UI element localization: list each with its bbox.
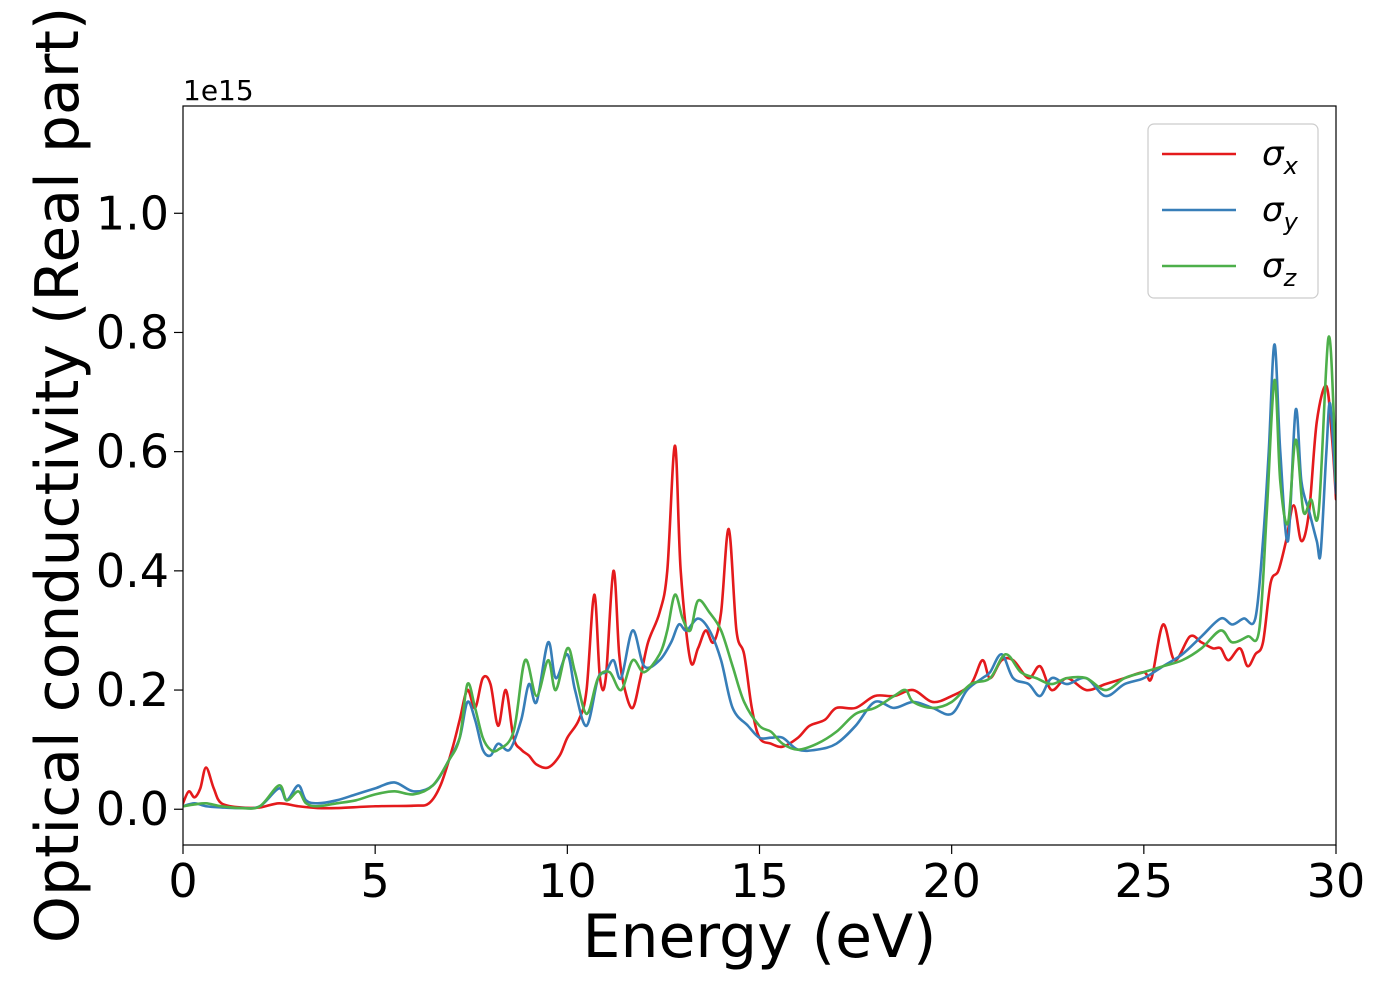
y-tick-label: 0.2 (96, 663, 169, 717)
x-tick-label: 0 (168, 854, 197, 908)
x-axis-title: Energy (eV) (583, 902, 937, 972)
series-line-x (183, 384, 1336, 810)
x-tick-label: 15 (730, 854, 789, 908)
series-line-z (183, 335, 1336, 810)
y-axis-title: Optical conductivity (Real part) (23, 7, 93, 944)
y-tick-label: 0.4 (96, 544, 169, 598)
y-tick-label: 1.0 (96, 186, 169, 240)
y-axis: 0.0 0.2 0.4 0.6 0.8 1.0 (96, 186, 183, 836)
series-layer (183, 335, 1336, 810)
y-offset-label: 1e15 (183, 74, 254, 107)
x-tick-label: 10 (538, 854, 597, 908)
x-axis: 0 5 10 15 20 25 30 (168, 845, 1365, 908)
y-tick-label: 0.0 (96, 782, 169, 836)
x-tick-label: 30 (1307, 854, 1366, 908)
x-tick-label: 20 (922, 854, 981, 908)
y-tick-label: 0.8 (96, 305, 169, 359)
x-tick-label: 25 (1115, 854, 1174, 908)
y-tick-label: 0.6 (96, 425, 169, 479)
series-line-y (183, 343, 1336, 810)
x-tick-label: 5 (361, 854, 390, 908)
